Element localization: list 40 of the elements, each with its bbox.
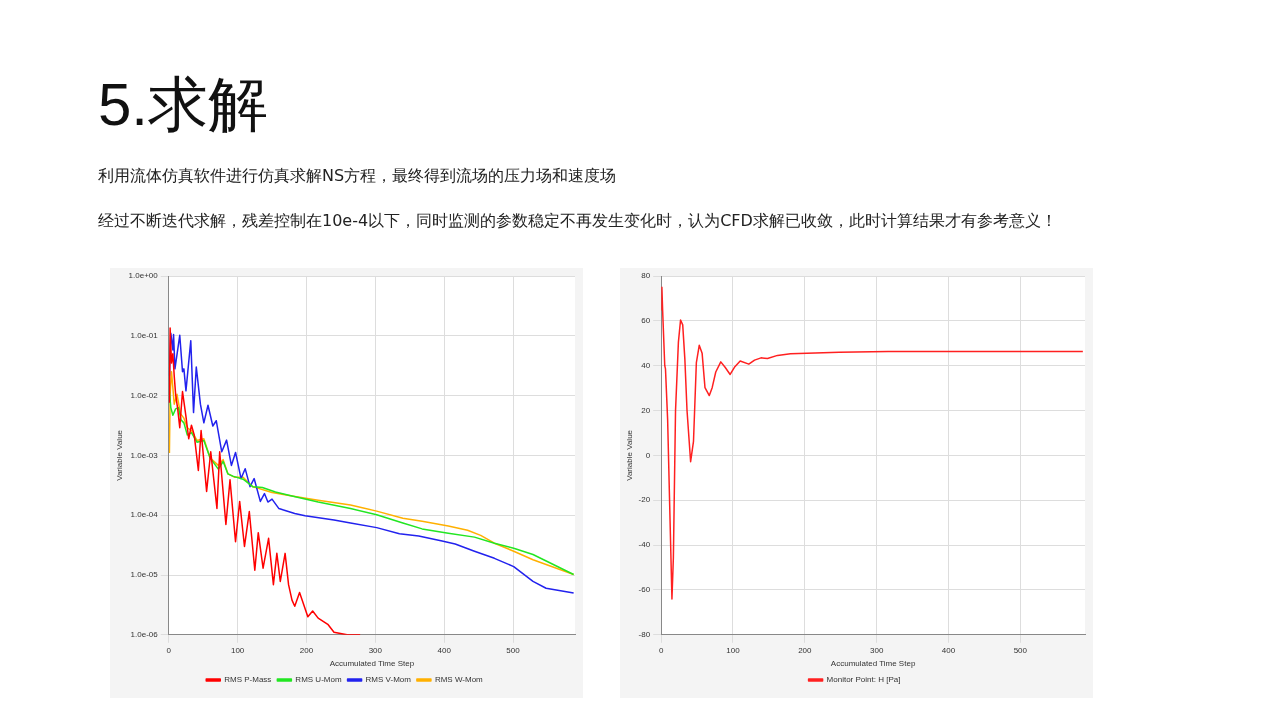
y-tick-label: 0 (645, 450, 651, 460)
x-tick-label: 400 (941, 645, 956, 655)
y-tick-label: 1.0e-05 (130, 570, 159, 580)
y-tick-label: -80 (638, 630, 651, 639)
x-tick-label: 200 (798, 645, 813, 655)
x-tick-label: 300 (368, 645, 383, 655)
text: 5.求解 (98, 70, 270, 140)
legend-label: RMS W-Mom (434, 675, 484, 685)
y-tick-label: 1.0e-01 (130, 331, 159, 340)
y-tick-label: 1.0e-06 (130, 630, 159, 639)
y-axis-title: Variable Value (625, 429, 634, 481)
y-tick-label: -40 (638, 540, 651, 550)
x-tick-label: 200 (299, 645, 314, 655)
text: 利用流体仿真软件进行仿真求解NS方程，最终得到流场的压力场和速度场 (98, 166, 617, 187)
y-axis-title: Variable Value (115, 429, 124, 481)
x-axis-title: Accumulated Time Step (329, 659, 415, 669)
x-tick-label: 100 (726, 645, 741, 655)
x-tick-label: 100 (230, 645, 245, 655)
text: 经过不断迭代求解，残差控制在10e-4以下，同时监测的参数稳定不再发生变化时，认为CFD求解已收敛，此时计算结果才有参考意义！ (98, 211, 1057, 232)
x-tick-label: 300 (869, 645, 884, 655)
y-tick-label: 60 (641, 316, 651, 326)
x-tick-label: 400 (437, 645, 452, 655)
legend-label: RMS P-Mass (224, 675, 272, 685)
y-tick-label: 20 (641, 405, 651, 415)
y-tick-label: -20 (638, 495, 651, 505)
y-tick-label: 1.0e-02 (130, 390, 159, 400)
x-tick-label: 0 (658, 645, 664, 655)
y-tick-label: -60 (638, 585, 651, 595)
y-tick-label: 80 (641, 271, 651, 281)
x-tick-label: 500 (506, 645, 521, 655)
legend-label: Monitor Point: H [Pa] (826, 675, 901, 685)
x-axis-title: Accumulated Time Step (830, 659, 916, 669)
y-tick-label: 1.0e-04 (130, 510, 159, 520)
x-tick-label: 500 (1013, 645, 1028, 655)
y-tick-label: 40 (641, 360, 651, 370)
legend-label: RMS U-Mom (295, 675, 342, 685)
legend-label: RMS V-Mom (365, 675, 412, 685)
x-tick-label: 0 (166, 645, 172, 655)
y-tick-label: 1.0e+00 (128, 271, 159, 281)
y-tick-label: 1.0e-03 (130, 450, 159, 460)
